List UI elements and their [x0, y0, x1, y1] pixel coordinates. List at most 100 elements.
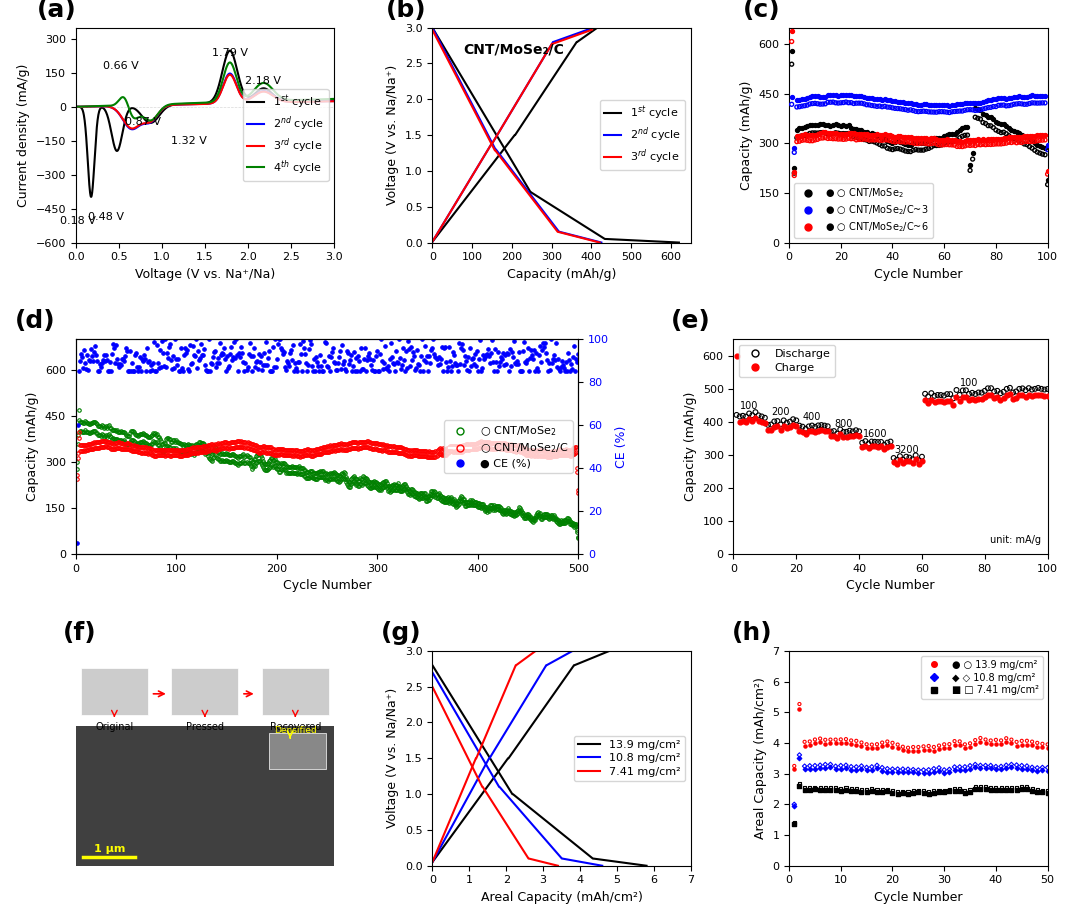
Point	[807, 782, 824, 797]
Point	[858, 133, 875, 147]
Point	[858, 782, 875, 797]
Point	[879, 734, 896, 749]
Point	[1002, 732, 1020, 747]
Y-axis label: Capacity (mAh/g): Capacity (mAh/g)	[26, 392, 39, 501]
Point	[900, 762, 917, 776]
Point	[825, 424, 842, 438]
Point	[848, 122, 865, 136]
Point	[894, 129, 912, 144]
Text: 200: 200	[771, 407, 789, 417]
Point	[848, 127, 865, 142]
Point	[956, 134, 973, 148]
Point	[956, 128, 973, 143]
Point	[930, 739, 947, 753]
2$^{nd}$ cycle	[426, 237, 438, 248]
Point	[1028, 88, 1045, 103]
1$^{st}$ cycle	[446, 211, 459, 222]
Point	[801, 780, 819, 795]
Point	[861, 133, 878, 147]
Point	[785, 817, 802, 832]
Point	[1005, 97, 1023, 111]
Point	[967, 133, 984, 147]
Point	[930, 741, 947, 756]
Point	[876, 92, 893, 107]
Point	[866, 99, 883, 113]
Point	[876, 132, 893, 146]
Point	[1034, 783, 1051, 798]
Point	[868, 758, 886, 773]
Point	[842, 132, 860, 146]
Point	[915, 765, 932, 780]
Point	[1028, 785, 1045, 799]
Point	[905, 136, 922, 151]
Point	[850, 424, 867, 438]
Point	[794, 121, 811, 135]
Point	[930, 764, 947, 778]
Point	[896, 134, 914, 149]
Point	[1018, 733, 1036, 748]
Point	[1021, 132, 1038, 146]
Point	[1001, 387, 1018, 402]
Point	[959, 133, 976, 147]
Point	[833, 781, 850, 796]
Point	[827, 96, 845, 111]
Point	[935, 133, 953, 147]
Point	[1008, 782, 1025, 797]
Point	[967, 138, 984, 153]
Point	[951, 781, 969, 796]
Bar	[76, 726, 334, 866]
Point	[920, 765, 937, 780]
Point	[939, 135, 956, 150]
Point	[883, 736, 901, 751]
Point	[907, 97, 924, 111]
Point	[863, 127, 880, 142]
Point	[879, 762, 896, 776]
Point	[863, 91, 880, 106]
Point	[848, 763, 865, 777]
Point	[946, 738, 963, 752]
Point	[946, 781, 963, 796]
Point	[866, 134, 883, 149]
3$^{rd}$ cycle	[184, 99, 197, 110]
Point	[935, 394, 953, 409]
Point	[983, 388, 1000, 402]
Point	[1028, 782, 1045, 797]
Point	[868, 135, 886, 150]
Point	[840, 131, 858, 146]
Point	[868, 782, 886, 797]
4$^{th}$ cycle	[95, 100, 108, 111]
Point	[1024, 134, 1041, 149]
Point	[1013, 733, 1030, 748]
Point	[848, 781, 865, 796]
Point	[1013, 130, 1030, 145]
Point	[810, 423, 827, 437]
Point	[948, 124, 966, 139]
Point	[827, 117, 845, 132]
Point	[827, 762, 845, 776]
Point	[820, 125, 837, 140]
Point	[858, 125, 875, 140]
1$^{st}$ cycle	[529, 98, 542, 109]
Point	[1008, 132, 1025, 146]
Text: 3200: 3200	[894, 445, 919, 455]
Point	[870, 99, 888, 113]
Point	[961, 133, 978, 147]
Point	[791, 129, 808, 144]
Point	[1039, 737, 1056, 752]
Point	[874, 92, 891, 107]
Text: (a): (a)	[37, 0, 77, 22]
Point	[970, 391, 987, 406]
Point	[960, 393, 977, 408]
Point	[1039, 764, 1056, 778]
Point	[827, 126, 845, 141]
Point	[1015, 97, 1032, 111]
Point	[935, 104, 953, 119]
Point	[956, 740, 973, 755]
Point	[787, 418, 805, 433]
Point	[896, 95, 914, 110]
Point	[744, 408, 761, 423]
Point	[972, 779, 989, 794]
Point	[753, 414, 770, 429]
Point	[986, 384, 1003, 399]
Point	[935, 763, 953, 777]
